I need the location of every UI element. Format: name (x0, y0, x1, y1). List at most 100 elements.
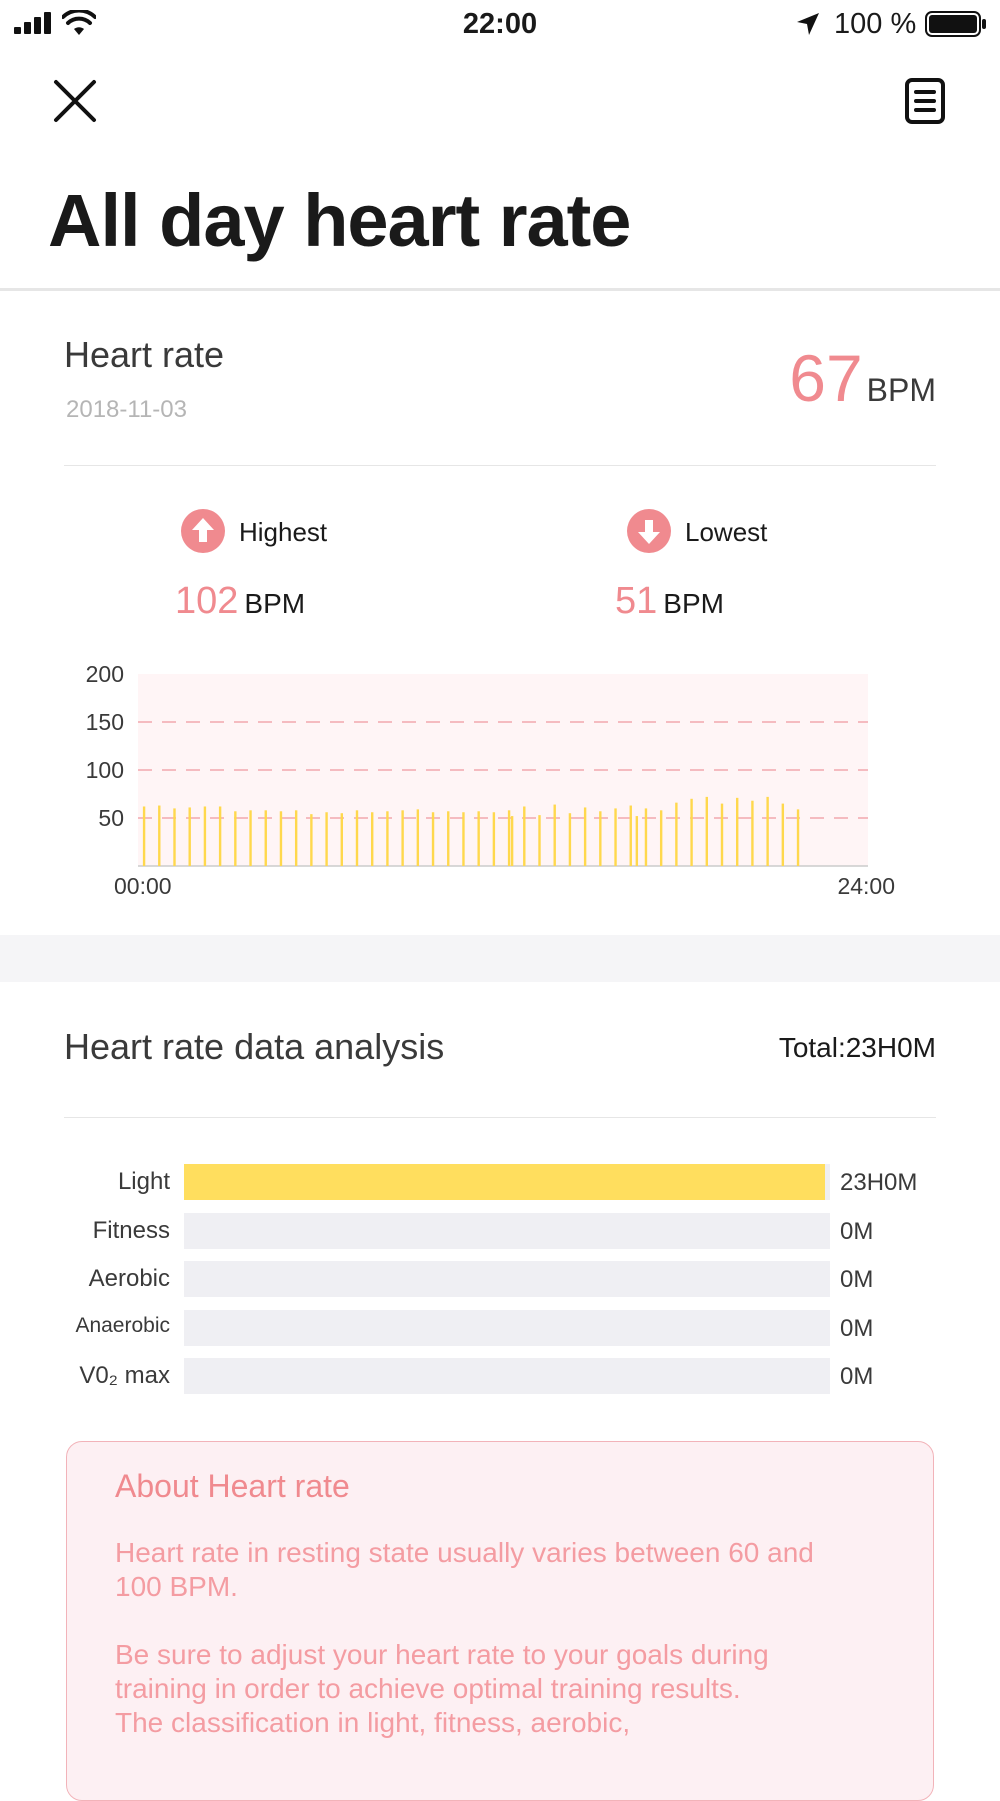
chart-bar (644, 808, 648, 866)
chart-bar (659, 810, 663, 866)
zone-bar-track (184, 1261, 830, 1297)
about-text: Heart rate in resting state usually vari… (115, 1536, 835, 1740)
chart-bar (510, 816, 514, 866)
chart-bar (796, 809, 800, 866)
highest-value-number: 102 (175, 580, 239, 622)
chart-bar (294, 810, 298, 866)
chart-bar (751, 800, 754, 866)
highest-value: 102 BPM (175, 580, 305, 623)
analysis-total: Total:23H0M (778, 1032, 936, 1063)
chart-bar (705, 796, 708, 866)
chart-bar (310, 814, 313, 866)
current-heart-rate: 67 BPM (789, 340, 936, 416)
chart-bar (690, 798, 693, 866)
zone-value: 0M (840, 1266, 874, 1293)
about-title: About Heart rate (115, 1468, 350, 1504)
chart-bar (325, 812, 328, 866)
about-paragraph-1: Heart rate in resting state usually vari… (115, 1537, 814, 1602)
current-heart-rate-unit: BPM (866, 372, 936, 408)
zone-bar-track (184, 1212, 830, 1249)
chart-bar (249, 810, 252, 866)
zone-bar-fill (184, 1164, 826, 1200)
chart-bar (264, 810, 267, 866)
status-bar: 22:00 100 % (0, 0, 1000, 50)
chart-y-tick-label: 50 (98, 805, 124, 831)
chart-bar (629, 805, 632, 866)
chart-bar (340, 813, 343, 866)
chart-bar (371, 812, 374, 866)
heart-rate-divider (64, 465, 936, 466)
chart-bar (766, 796, 769, 866)
chart-x-tick-label: 24:00 (837, 873, 895, 899)
chart-bar (355, 810, 359, 866)
highest-label: Highest (239, 517, 328, 547)
chart-bar (447, 811, 450, 866)
about-paragraph-2: Be sure to adjust your heart rate to you… (115, 1639, 769, 1704)
chart-bar (583, 807, 587, 866)
chart-bar (635, 816, 639, 866)
arrow-up-circle-icon (181, 509, 225, 553)
chart-bar (386, 811, 389, 866)
chart-bar (203, 806, 207, 866)
chart-bar (401, 810, 404, 866)
lowest-value-number: 51 (615, 580, 658, 622)
chart-bar (553, 804, 556, 866)
close-icon[interactable] (50, 76, 100, 126)
header-divider (0, 288, 1000, 291)
chart-bar (720, 803, 724, 866)
wifi-icon (62, 10, 96, 35)
battery-icon (925, 11, 986, 37)
chart-bar (675, 802, 678, 866)
heart-rate-chart: 200 150 100 50 00:00 24:00 (86, 661, 895, 899)
zone-row: Fitness 0M (0, 1212, 1000, 1249)
about-paragraph-3: The classification in light, fitness, ae… (115, 1707, 631, 1738)
cellular-signal-icon (14, 12, 51, 34)
about-heart-rate-card: About Heart rate Heart rate in resting s… (66, 1441, 934, 1801)
zone-bar-track (184, 1309, 830, 1346)
chart-x-tick-label: 00:00 (114, 873, 172, 899)
page-title: All day heart rate (48, 179, 631, 262)
chart-y-tick-label: 100 (86, 757, 124, 783)
chart-bar (234, 811, 237, 866)
chart-y-tick-label: 200 (86, 661, 124, 687)
zone-row: Light 23H0M (0, 1164, 1000, 1200)
location-arrow-icon (797, 13, 819, 35)
document-icon[interactable] (902, 76, 948, 126)
current-heart-rate-value: 67 (789, 341, 863, 415)
chart-bar (462, 812, 465, 866)
zone-row: V0₂ max 0M (0, 1358, 1000, 1394)
zone-label: Anaerobic (75, 1313, 170, 1337)
chart-bar (188, 807, 191, 866)
chart-bar (614, 808, 617, 866)
chart-bar (431, 812, 435, 866)
chart-bar (158, 805, 161, 866)
zone-value: 23H0M (840, 1169, 918, 1196)
heart-rate-label: Heart rate (64, 334, 225, 375)
chart-bar (736, 797, 739, 866)
chart-bar (507, 810, 511, 866)
chart-bar (568, 813, 572, 866)
chart-y-tick-label: 150 (86, 709, 124, 735)
zone-row: Anaerobic 0M (0, 1309, 1000, 1346)
zone-value: 0M (840, 1314, 874, 1342)
chart-bar (218, 806, 222, 866)
zone-value: 0M (840, 1217, 874, 1245)
section-separator (0, 935, 1000, 982)
highest-value-unit: BPM (244, 588, 306, 619)
analysis-divider (64, 1117, 936, 1118)
chart-bar (538, 815, 541, 866)
chart-bar (142, 806, 146, 866)
zone-label: Fitness (92, 1216, 170, 1244)
zone-label: V0₂ max (79, 1362, 170, 1389)
lowest-value: 51 BPM (615, 580, 724, 623)
heart-rate-date: 2018-11-03 (66, 396, 187, 423)
chart-bar (492, 812, 496, 866)
status-time: 22:00 (462, 8, 538, 40)
chart-bar (279, 811, 283, 866)
chart-bar (416, 809, 420, 866)
chart-bar (173, 808, 176, 866)
chart-bar (477, 811, 480, 866)
zone-bar-track (184, 1164, 830, 1200)
lowest-value-unit: BPM (663, 588, 724, 619)
lowest-label: Lowest (685, 517, 768, 547)
